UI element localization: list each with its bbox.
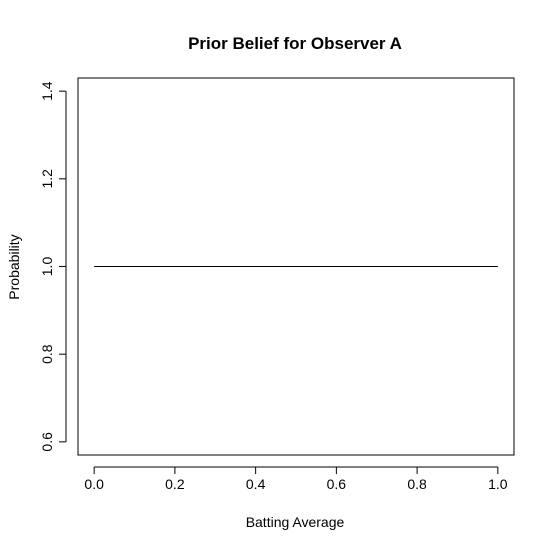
y-axis-label: Probability bbox=[6, 234, 22, 299]
x-tick-label: 0.8 bbox=[407, 476, 427, 492]
y-tick-label: 1.2 bbox=[39, 169, 55, 189]
plot-box bbox=[77, 77, 515, 456]
y-tick-label: 1.0 bbox=[39, 257, 55, 277]
x-tick-label: 0.2 bbox=[165, 476, 185, 492]
y-axis: 0.6 0.8 1.0 1.2 1.4 bbox=[39, 81, 67, 452]
x-axis: 0.0 0.2 0.4 0.6 0.8 1.0 bbox=[84, 466, 508, 492]
x-tick-label: 0.4 bbox=[246, 476, 266, 492]
x-axis-label: Batting Average bbox=[246, 514, 345, 530]
y-tick-label: 0.8 bbox=[39, 344, 55, 364]
x-tick-label: 1.0 bbox=[488, 476, 508, 492]
y-tick-label: 1.4 bbox=[39, 81, 55, 101]
x-tick-label: 0.6 bbox=[327, 476, 347, 492]
x-tick-label: 0.0 bbox=[84, 476, 104, 492]
chart-title: Prior Belief for Observer A bbox=[188, 34, 402, 53]
y-tick-label: 0.6 bbox=[39, 432, 55, 452]
